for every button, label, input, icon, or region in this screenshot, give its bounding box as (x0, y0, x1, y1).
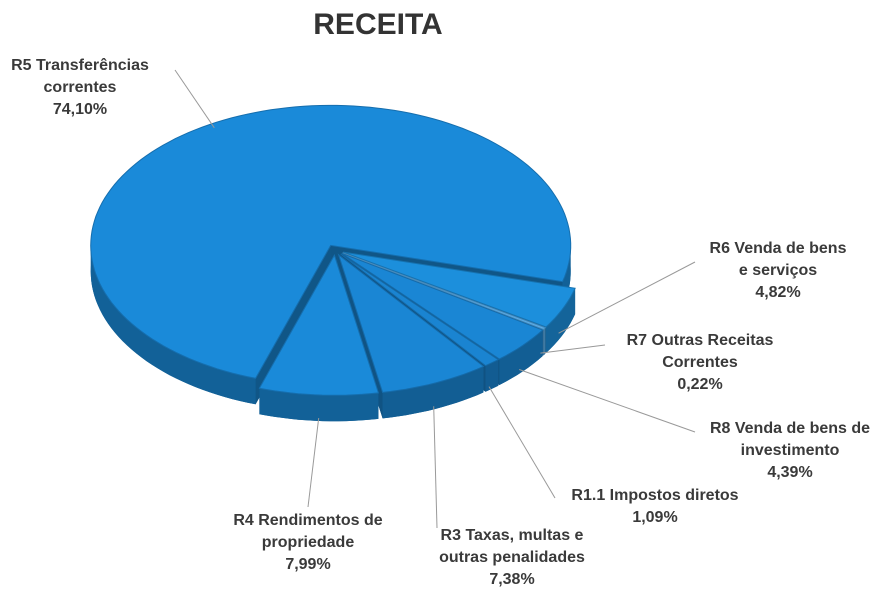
category-label: R3 Taxas, multas e outras penalidades (439, 527, 585, 566)
leader-line (174, 69, 215, 129)
value-label: 7,38% (489, 571, 535, 588)
slice-side (546, 288, 576, 353)
category-label: R6 Venda de bens e serviços (709, 240, 847, 279)
category-label: R8 Venda de bens de investimento (709, 420, 871, 459)
slice-top (258, 253, 380, 396)
data-label: R7 Outras Receitas Correntes 0,22% (615, 330, 785, 396)
slice-top (342, 252, 547, 330)
slice-top (337, 253, 485, 393)
data-label: R5 Transferências correntes 74,10% (0, 55, 165, 121)
leader-line (540, 344, 606, 354)
category-label: R7 Outras Receitas Correntes (626, 332, 774, 371)
value-label: 4,39% (767, 464, 813, 481)
data-label: R3 Taxas, multas e outras penalidades 7,3… (425, 525, 600, 591)
value-label: 7,99% (285, 556, 331, 573)
slice-side (543, 327, 546, 356)
slice-side (90, 245, 256, 405)
data-label: R6 Venda de bens e serviços 4,82% (706, 238, 851, 304)
leader-line (519, 369, 696, 433)
slice-side (382, 366, 484, 419)
slice (258, 253, 380, 422)
leader-line (558, 261, 696, 334)
category-label: R4 Rendimentos de propriedade (233, 512, 383, 551)
slice-side (259, 388, 379, 422)
slice-side (485, 359, 499, 392)
data-label: R4 Rendimentos de propriedade 7,99% (213, 510, 403, 576)
category-label: R1.1 Impostos diretos (571, 487, 739, 504)
leader-line (307, 418, 320, 508)
value-label: 4,82% (755, 284, 801, 301)
chart-title: RECEITA (313, 8, 443, 41)
slice-top (343, 251, 576, 328)
leader-line (488, 386, 556, 499)
data-label: R1.1 Impostos diretos 1,09% (545, 485, 765, 529)
slice-top (340, 253, 500, 367)
data-label: R8 Venda de bens de investimento 4,39% (695, 418, 881, 484)
category-label: R5 Transferências correntes (11, 57, 149, 96)
value-label: 1,09% (632, 509, 678, 526)
value-label: 0,22% (677, 376, 723, 393)
slice-side (499, 330, 543, 385)
leader-line (433, 406, 438, 529)
value-label: 74,10% (52, 101, 108, 118)
slice-top (341, 252, 544, 360)
slice-top (90, 104, 572, 379)
